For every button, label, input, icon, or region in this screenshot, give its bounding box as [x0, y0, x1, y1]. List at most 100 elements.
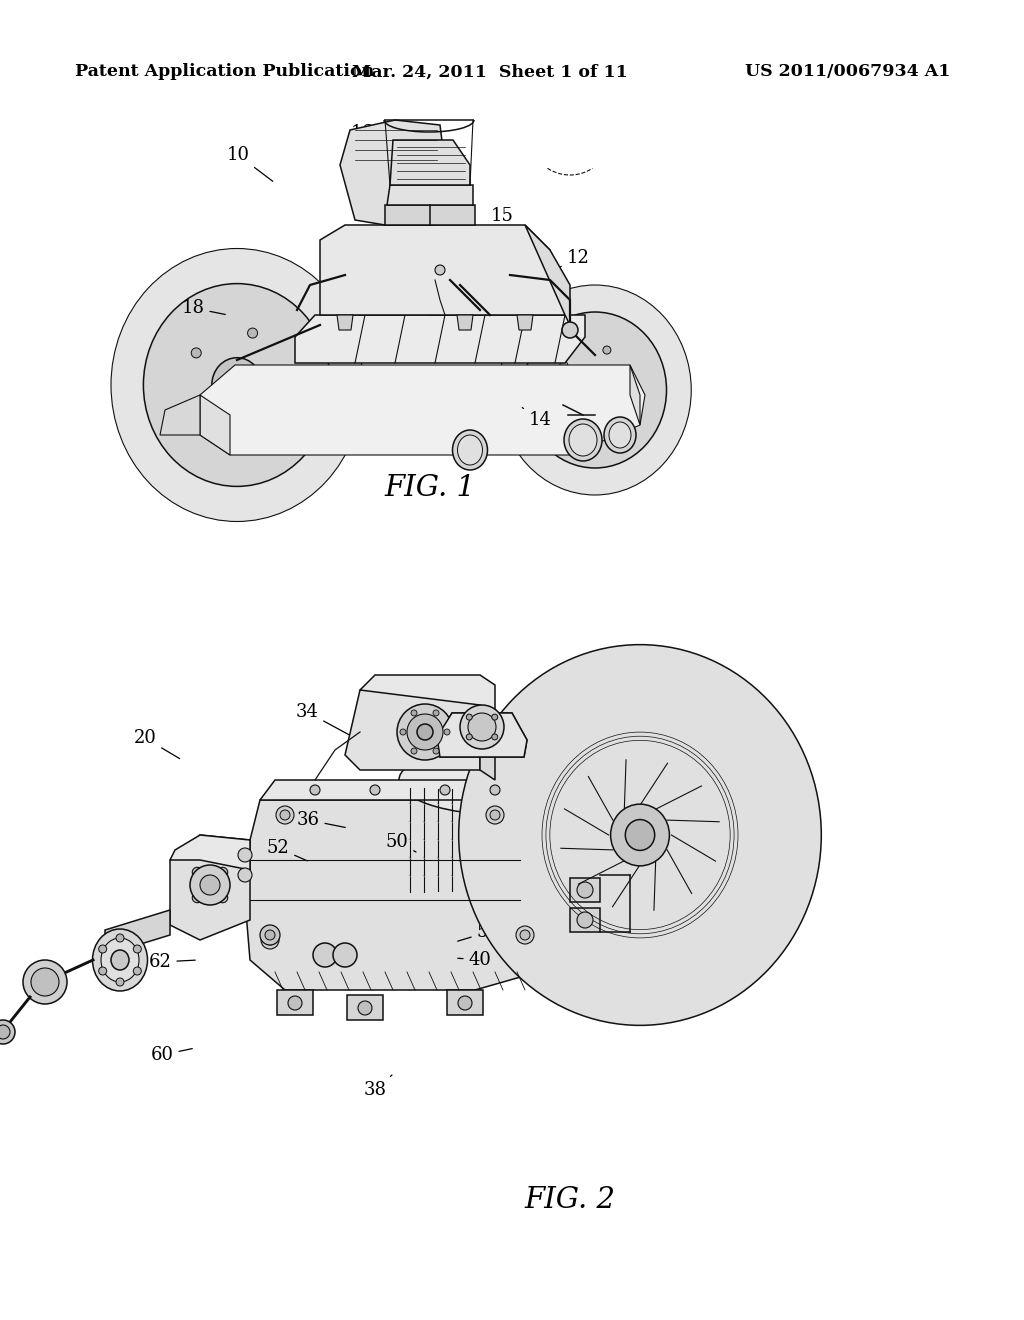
- Circle shape: [630, 385, 638, 393]
- Polygon shape: [337, 315, 353, 330]
- Circle shape: [458, 997, 472, 1010]
- Circle shape: [193, 867, 203, 878]
- Ellipse shape: [111, 248, 362, 521]
- Circle shape: [238, 847, 252, 862]
- Circle shape: [520, 931, 530, 940]
- Text: 10: 10: [226, 147, 272, 181]
- Text: Patent Application Publication: Patent Application Publication: [75, 63, 374, 81]
- Circle shape: [248, 329, 258, 338]
- Text: 23: 23: [617, 809, 659, 828]
- Polygon shape: [437, 713, 527, 756]
- Circle shape: [486, 807, 504, 824]
- Polygon shape: [437, 713, 527, 756]
- Circle shape: [433, 748, 439, 754]
- Ellipse shape: [453, 430, 487, 470]
- Text: 12: 12: [560, 249, 590, 267]
- Polygon shape: [245, 800, 570, 990]
- Polygon shape: [385, 205, 475, 224]
- Text: 14: 14: [522, 408, 552, 429]
- Text: 24: 24: [625, 752, 659, 771]
- Circle shape: [313, 942, 337, 968]
- Ellipse shape: [458, 436, 482, 465]
- Ellipse shape: [609, 422, 631, 447]
- Circle shape: [310, 785, 319, 795]
- Polygon shape: [345, 690, 480, 770]
- Circle shape: [0, 1020, 15, 1044]
- Ellipse shape: [165, 308, 309, 463]
- Circle shape: [0, 1026, 10, 1039]
- Polygon shape: [319, 224, 565, 315]
- Circle shape: [98, 945, 106, 953]
- Circle shape: [411, 710, 417, 715]
- Circle shape: [260, 925, 280, 945]
- Circle shape: [200, 875, 220, 895]
- Polygon shape: [525, 224, 570, 325]
- Text: 50: 50: [386, 833, 416, 851]
- Polygon shape: [570, 878, 600, 902]
- Circle shape: [265, 931, 275, 940]
- Polygon shape: [340, 120, 445, 224]
- Text: 18: 18: [341, 263, 373, 281]
- Polygon shape: [457, 315, 473, 330]
- Circle shape: [562, 322, 578, 338]
- Circle shape: [283, 380, 293, 389]
- Polygon shape: [260, 780, 555, 820]
- Ellipse shape: [575, 370, 614, 411]
- Circle shape: [466, 734, 472, 741]
- Ellipse shape: [610, 804, 670, 866]
- Circle shape: [444, 289, 460, 305]
- Polygon shape: [400, 780, 608, 900]
- Circle shape: [490, 785, 500, 795]
- Text: 18: 18: [181, 300, 225, 317]
- Polygon shape: [278, 990, 313, 1015]
- Circle shape: [190, 865, 230, 906]
- Circle shape: [218, 867, 227, 878]
- Circle shape: [435, 265, 445, 275]
- Circle shape: [374, 289, 390, 305]
- Ellipse shape: [459, 644, 821, 1026]
- Text: 26: 26: [625, 784, 659, 803]
- Circle shape: [133, 968, 141, 975]
- Circle shape: [492, 714, 498, 721]
- Ellipse shape: [564, 418, 602, 461]
- Ellipse shape: [399, 865, 609, 935]
- Circle shape: [397, 704, 453, 760]
- Circle shape: [577, 912, 593, 928]
- Polygon shape: [447, 990, 483, 1015]
- Circle shape: [417, 723, 433, 741]
- Circle shape: [407, 714, 443, 750]
- Circle shape: [191, 348, 202, 358]
- Polygon shape: [360, 675, 495, 715]
- Ellipse shape: [92, 929, 147, 991]
- Ellipse shape: [111, 950, 129, 970]
- Circle shape: [577, 882, 593, 898]
- Ellipse shape: [604, 417, 636, 453]
- Text: 40: 40: [458, 950, 492, 969]
- Circle shape: [358, 1001, 372, 1015]
- Text: 36: 36: [297, 810, 345, 829]
- Text: 20: 20: [133, 729, 179, 759]
- Polygon shape: [390, 140, 470, 185]
- Circle shape: [370, 785, 380, 795]
- Text: 52: 52: [458, 923, 500, 941]
- Ellipse shape: [143, 284, 331, 486]
- Ellipse shape: [626, 820, 654, 850]
- Polygon shape: [295, 315, 585, 363]
- Circle shape: [280, 810, 290, 820]
- Circle shape: [468, 713, 496, 741]
- Circle shape: [218, 892, 227, 903]
- Circle shape: [603, 346, 611, 354]
- Polygon shape: [630, 366, 640, 425]
- Text: 30: 30: [583, 931, 622, 949]
- Circle shape: [333, 942, 357, 968]
- Circle shape: [133, 945, 141, 953]
- Polygon shape: [347, 995, 383, 1020]
- Circle shape: [444, 729, 450, 735]
- Text: 38: 38: [364, 1074, 392, 1100]
- Circle shape: [516, 927, 534, 944]
- Circle shape: [433, 710, 439, 715]
- Text: US 2011/0067934 A1: US 2011/0067934 A1: [744, 63, 950, 81]
- Polygon shape: [200, 395, 230, 455]
- Text: Mar. 24, 2011  Sheet 1 of 11: Mar. 24, 2011 Sheet 1 of 11: [352, 63, 628, 81]
- Text: 62: 62: [148, 953, 196, 972]
